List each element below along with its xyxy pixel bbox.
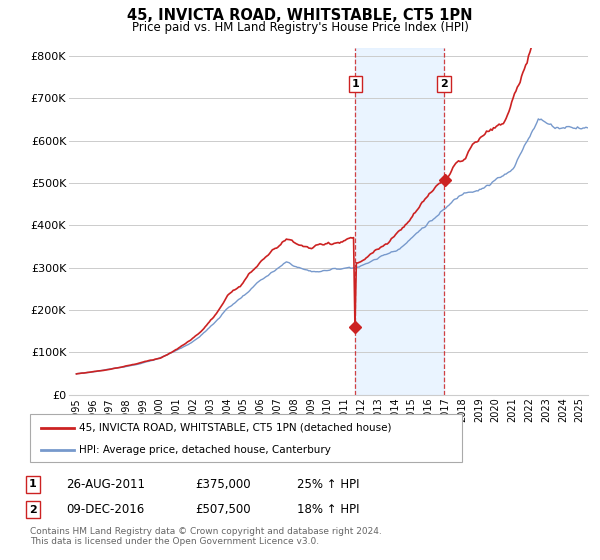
Text: 1: 1	[352, 79, 359, 89]
Text: £375,000: £375,000	[195, 478, 251, 491]
Text: HPI: Average price, detached house, Canterbury: HPI: Average price, detached house, Cant…	[79, 445, 331, 455]
Text: 26-AUG-2011: 26-AUG-2011	[66, 478, 145, 491]
Text: £507,500: £507,500	[195, 503, 251, 516]
Text: 25% ↑ HPI: 25% ↑ HPI	[297, 478, 359, 491]
Bar	[355, 48, 444, 395]
Text: 09-DEC-2016: 09-DEC-2016	[66, 503, 144, 516]
Text: 1: 1	[29, 479, 37, 489]
Text: 45, INVICTA ROAD, WHITSTABLE, CT5 1PN (detached house): 45, INVICTA ROAD, WHITSTABLE, CT5 1PN (d…	[79, 423, 391, 433]
Text: 2: 2	[29, 505, 37, 515]
Text: 45, INVICTA ROAD, WHITSTABLE, CT5 1PN: 45, INVICTA ROAD, WHITSTABLE, CT5 1PN	[127, 8, 473, 24]
Text: Contains HM Land Registry data © Crown copyright and database right 2024.
This d: Contains HM Land Registry data © Crown c…	[30, 526, 382, 546]
Text: 18% ↑ HPI: 18% ↑ HPI	[297, 503, 359, 516]
Text: 2: 2	[440, 79, 448, 89]
Text: Price paid vs. HM Land Registry's House Price Index (HPI): Price paid vs. HM Land Registry's House …	[131, 21, 469, 34]
